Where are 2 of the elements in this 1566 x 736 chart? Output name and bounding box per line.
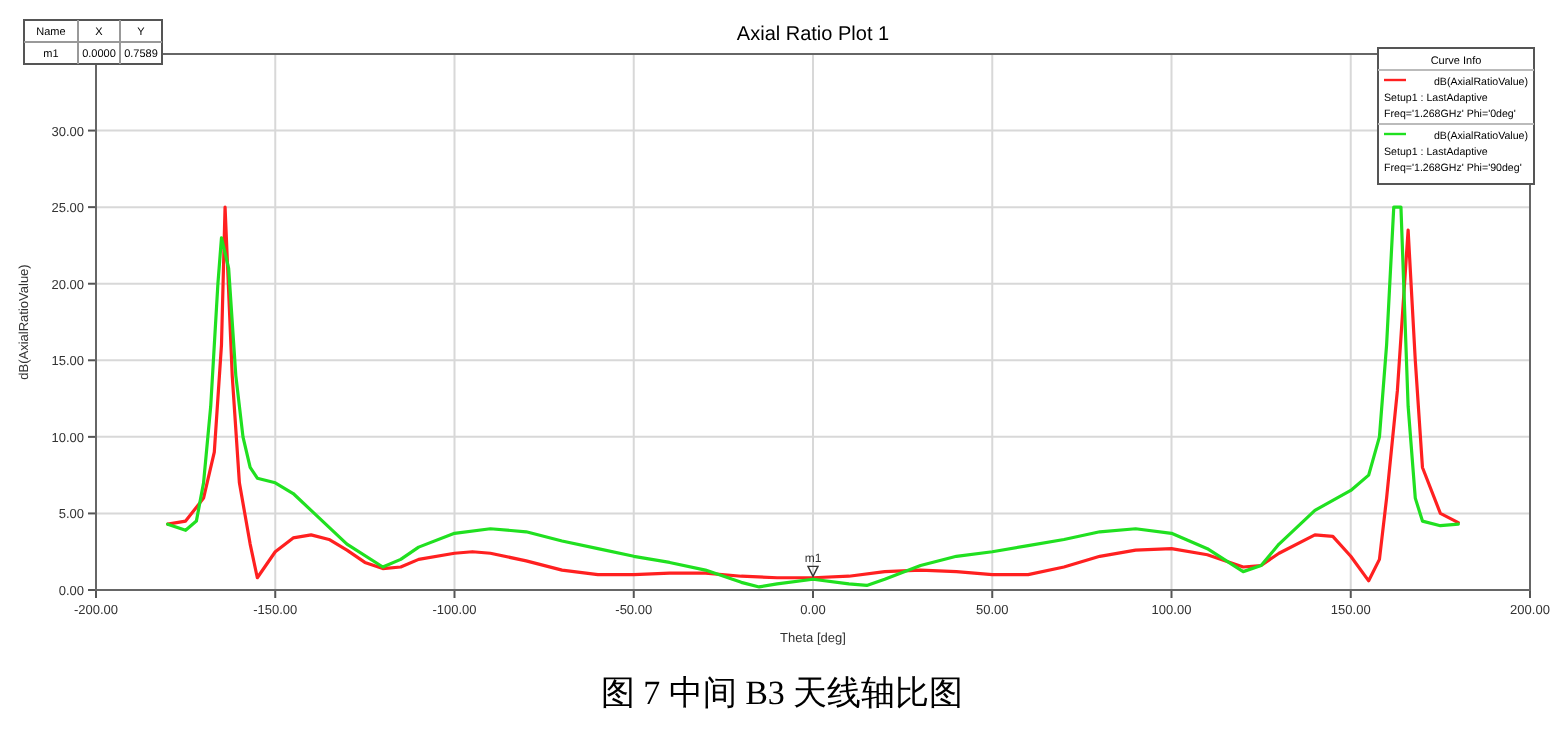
chart-title: Axial Ratio Plot 1	[736, 24, 891, 46]
caption: 图 7 中间 B3 天线轴比图	[600, 674, 964, 712]
